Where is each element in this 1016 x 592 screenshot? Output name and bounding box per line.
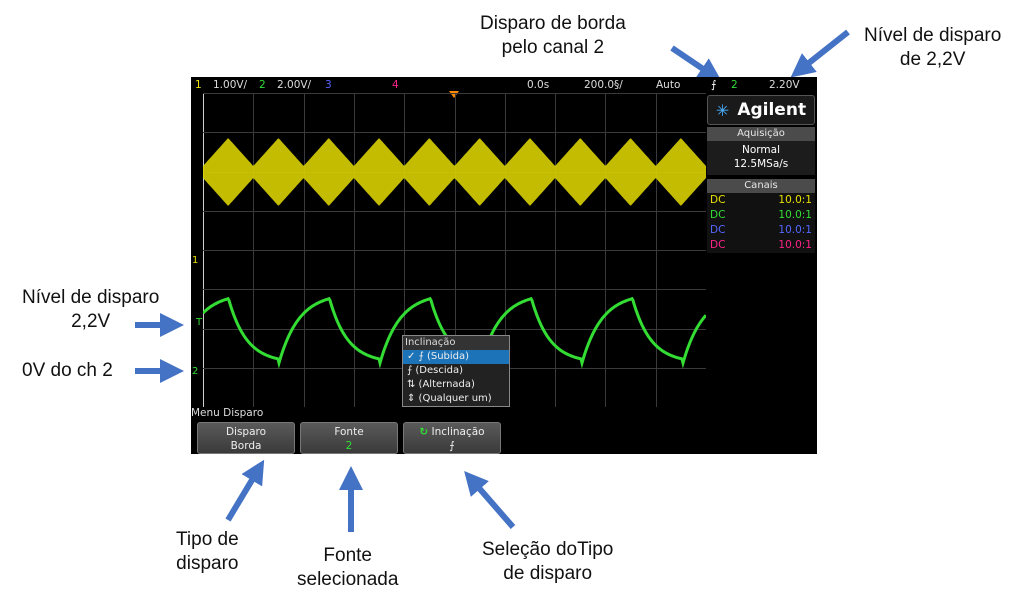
time-offset: 0.0s xyxy=(527,79,550,91)
ch3-number[interactable]: 3 xyxy=(325,79,332,91)
channel-row: DC 10.0:1 xyxy=(707,238,815,253)
acquisition-title: Aquisição xyxy=(707,127,815,141)
trigger-level-marker[interactable]: T xyxy=(196,317,203,328)
brand-logo: ✳ Agilent xyxy=(707,95,815,125)
softkey-source[interactable]: Fonte 2 xyxy=(300,422,398,454)
acquisition-panel: Normal 12.5MSa/s xyxy=(707,141,815,175)
annotation-trigger-edge: Disparo de borda pelo canal 2 xyxy=(480,12,626,60)
channels-list: DC 10.0:1 DC 10.0:1 DC 10.0:1 DC 10.0:1 xyxy=(707,193,815,253)
ch1-scale: 1.00V/ xyxy=(213,79,248,91)
softkey-label: Inclinação xyxy=(431,426,485,438)
trigger-level: 2.20V xyxy=(769,79,800,91)
channel-coupling: DC xyxy=(710,239,726,251)
channel-row: DC 10.0:1 xyxy=(707,208,815,223)
annotation-trigger-level-left: Nível de disparo 2,2V xyxy=(22,286,159,334)
slope-popup: Inclinação ✓ ⨍ (Subida) ⨍ (Descida) ⇅ (A… xyxy=(402,335,510,407)
softkey-trigger-type[interactable]: Disparo Borda xyxy=(197,422,295,454)
annotation-zero-v: 0V do ch 2 xyxy=(22,360,113,381)
channel-probe: 10.0:1 xyxy=(778,239,812,251)
status-bar: 1 1.00V/ 2 2.00V/ 3 4 0.0s 200.0§/ Auto … xyxy=(191,77,817,93)
annotation-trigger-type: Tipo de disparo xyxy=(176,528,239,576)
ch1-number[interactable]: 1 xyxy=(195,79,202,91)
rotate-knob-icon: ↻ xyxy=(419,426,429,438)
agilent-spark-icon: ✳ xyxy=(715,100,730,120)
arrow-trigger-level-top xyxy=(790,29,850,78)
channel-row: DC 10.0:1 xyxy=(707,223,815,238)
annotation-line: de 2,2V xyxy=(899,49,966,70)
menu-title: Menu Disparo xyxy=(191,407,264,419)
annotation-trigger-level-top: Nível de disparo de 2,2V xyxy=(864,24,1001,72)
sample-rate: 12.5MSa/s xyxy=(733,158,789,170)
softkey-value: Borda xyxy=(230,440,262,452)
arrow-slope xyxy=(464,470,516,529)
annotation-line: Nível de disparo xyxy=(22,287,160,308)
time-scale: 200.0§/ xyxy=(584,79,623,91)
annotation-line: disparo xyxy=(176,553,239,574)
slope-popup-title: Inclinação xyxy=(403,336,509,350)
channel-probe: 10.0:1 xyxy=(778,209,812,221)
channel-coupling: DC xyxy=(710,224,726,236)
trigger-source: 2 xyxy=(731,79,738,91)
trigger-mode: Auto xyxy=(656,79,681,91)
ch4-number[interactable]: 4 xyxy=(392,79,399,91)
acquisition-mode: Normal xyxy=(742,144,780,156)
softkey-value: ⨍ xyxy=(449,440,455,452)
channel-coupling: DC xyxy=(710,209,726,221)
trigger-edge-icon: ⨍ xyxy=(711,79,717,91)
oscilloscope-screen: 1 1.00V/ 2 2.00V/ 3 4 0.0s 200.0§/ Auto … xyxy=(191,77,817,454)
annotation-line: Disparo de borda xyxy=(480,13,626,34)
brand-name: Agilent xyxy=(737,100,807,120)
ch2-ground-marker[interactable]: 2 xyxy=(192,366,199,377)
channel-probe: 10.0:1 xyxy=(778,224,812,236)
softkey-slope[interactable]: ↻ Inclinação ⨍ xyxy=(403,422,501,454)
channel-coupling: DC xyxy=(710,194,726,206)
softkey-label: Fonte xyxy=(334,426,364,438)
softkey-label-row: ↻ Inclinação xyxy=(404,425,500,439)
annotation-line: selecionada xyxy=(297,569,399,590)
softkey-value: 2 xyxy=(345,440,353,452)
side-panel: ✳ Agilent Aquisição Normal 12.5MSa/s Can… xyxy=(707,95,815,253)
ch2-scale: 2.00V/ xyxy=(277,79,312,91)
annotation-line: Fonte xyxy=(323,545,372,566)
annotation-line: pelo canal 2 xyxy=(501,37,605,58)
annotation-slope: Seleção doTipo de disparo xyxy=(482,538,613,586)
softkey-label: Disparo xyxy=(225,426,267,438)
slope-option-alternating[interactable]: ⇅ (Alternada) xyxy=(407,379,475,390)
slope-option-rising[interactable]: ✓ ⨍ (Subida) xyxy=(403,350,509,364)
ch1-ground-marker[interactable]: 1 xyxy=(192,255,199,266)
annotation-line: Seleção doTipo xyxy=(482,539,614,560)
annotation-line: Nível de disparo xyxy=(864,25,1002,46)
ch2-number[interactable]: 2 xyxy=(259,79,266,91)
annotation-line: Tipo de xyxy=(176,529,239,550)
waveform-grid xyxy=(203,93,706,407)
trigger-position-marker xyxy=(449,91,459,98)
annotation-line: de disparo xyxy=(503,563,593,584)
annotation-line: 2,2V xyxy=(71,311,111,332)
channels-title: Canais xyxy=(707,179,815,193)
channel-probe: 10.0:1 xyxy=(778,194,812,206)
slope-option-falling[interactable]: ⨍ (Descida) xyxy=(407,365,464,376)
channel-row: DC 10.0:1 xyxy=(707,193,815,208)
arrow-trigger-edge xyxy=(670,45,722,82)
arrow-trigger-type xyxy=(225,459,265,522)
slope-option-either[interactable]: ⇕ (Qualquer um) xyxy=(407,393,492,404)
ch1-waveform xyxy=(203,138,706,206)
annotation-source: Fonte selecionada xyxy=(297,544,398,592)
